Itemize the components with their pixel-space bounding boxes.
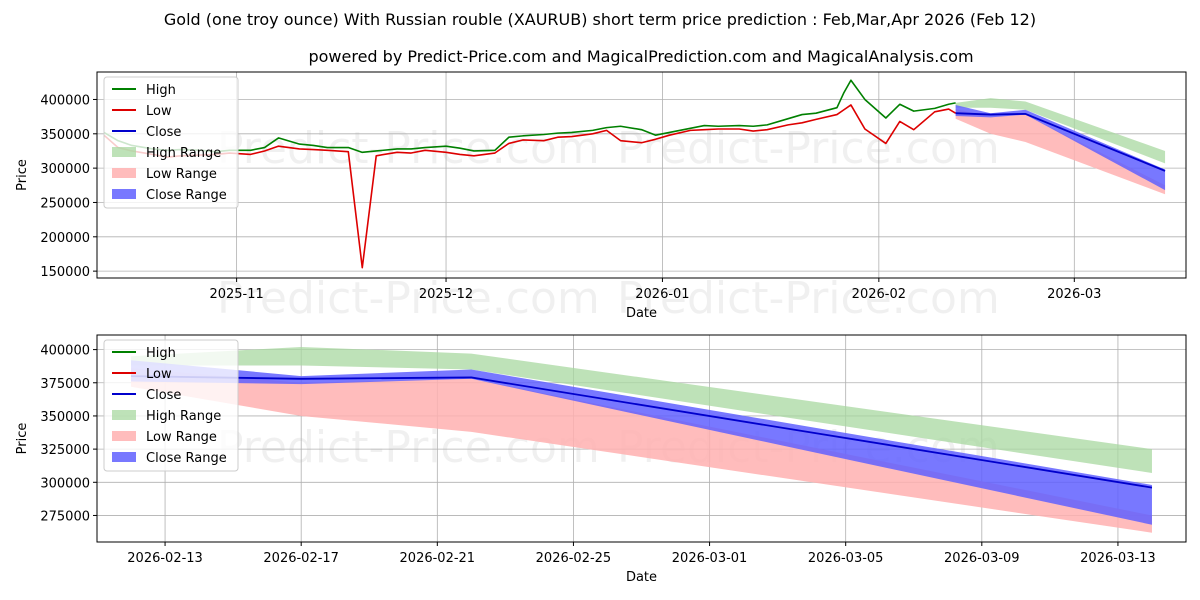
legend-patch-swatch [112,431,136,441]
watermark-text: Predict-Price.com [617,273,1000,324]
legend-patch-swatch [112,452,136,462]
legend-label: Low Range [146,167,217,182]
x-axis-label: Date [626,570,657,585]
legend-label: Close [146,388,181,403]
y-tick-label: 300000 [40,162,90,177]
plot-frame [96,71,1187,279]
x-tick-label: 2026-02-17 [263,551,339,566]
legend-label: High [146,83,176,98]
y-tick-label: 375000 [40,377,90,392]
legend-label: Low [146,104,172,119]
x-axis-label: Date [626,306,657,321]
low-range-band [131,368,1152,533]
legend-label: Low [146,367,172,382]
legend-patch-swatch [112,410,136,420]
y-axis-label: Price [15,423,30,455]
y-axis-label: Price [15,159,30,191]
y-tick-label: 400000 [40,344,90,359]
y-tick-label: 200000 [40,231,90,246]
x-tick-label: 2026-01 [635,287,689,302]
x-tick-label: 2026-02-25 [536,551,612,566]
low-series-line [103,104,957,269]
chart-subtitle: powered by Predict-Price.com and Magical… [308,47,973,66]
x-tick-label: 2026-03-05 [808,551,884,566]
x-tick-label: 2026-02-21 [400,551,476,566]
legend-label: High Range [146,146,221,161]
x-tick-label: 2026-03-13 [1080,551,1156,566]
watermark-text: Predict-Price.com [217,273,600,324]
y-tick-label: 250000 [40,196,90,211]
legend-patch-swatch [112,147,136,157]
legend-label: Close Range [146,451,227,466]
x-tick-label: 2026-02-13 [127,551,203,566]
x-tick-label: 2026-03-09 [944,551,1020,566]
high-series-line [103,79,956,154]
legend-label: Low Range [146,430,217,445]
y-tick-label: 275000 [40,509,90,524]
x-tick-label: 2026-02 [852,287,906,302]
watermark-text: Predict-Price.com [617,123,1000,174]
y-tick-label: 325000 [40,443,90,458]
legend-patch-swatch [112,168,136,178]
high-range-band [955,98,1166,164]
x-tick-label: 2026-03 [1047,287,1101,302]
chart-title: Gold (one troy ounce) With Russian roubl… [164,10,1036,29]
y-tick-label: 150000 [40,265,90,280]
x-tick-label: 2025-11 [209,287,263,302]
y-tick-label: 400000 [40,93,90,108]
legend-label: High [146,346,176,361]
plot-area [103,79,1166,269]
plot-frame [96,334,1187,543]
panel-top: Predict-Price.com Predict-Price.com Predic… [15,71,1187,324]
legend-label: High Range [146,409,221,424]
y-tick-label: 350000 [40,410,90,425]
legend-label: Close Range [146,188,227,203]
legend-patch-swatch [112,189,136,199]
legend-box [103,339,239,472]
close-series-line [955,112,1166,172]
x-tick-label: 2025-12 [419,287,473,302]
x-tick-label: 2026-03-01 [672,551,748,566]
panel-bottom: Predict-Price.comPredict-Price.com275000… [15,334,1187,585]
low-range-band [955,109,1166,195]
y-tick-label: 300000 [40,476,90,491]
legend-label: Close [146,125,181,140]
y-tick-label: 350000 [40,128,90,143]
legend-box [103,76,239,209]
